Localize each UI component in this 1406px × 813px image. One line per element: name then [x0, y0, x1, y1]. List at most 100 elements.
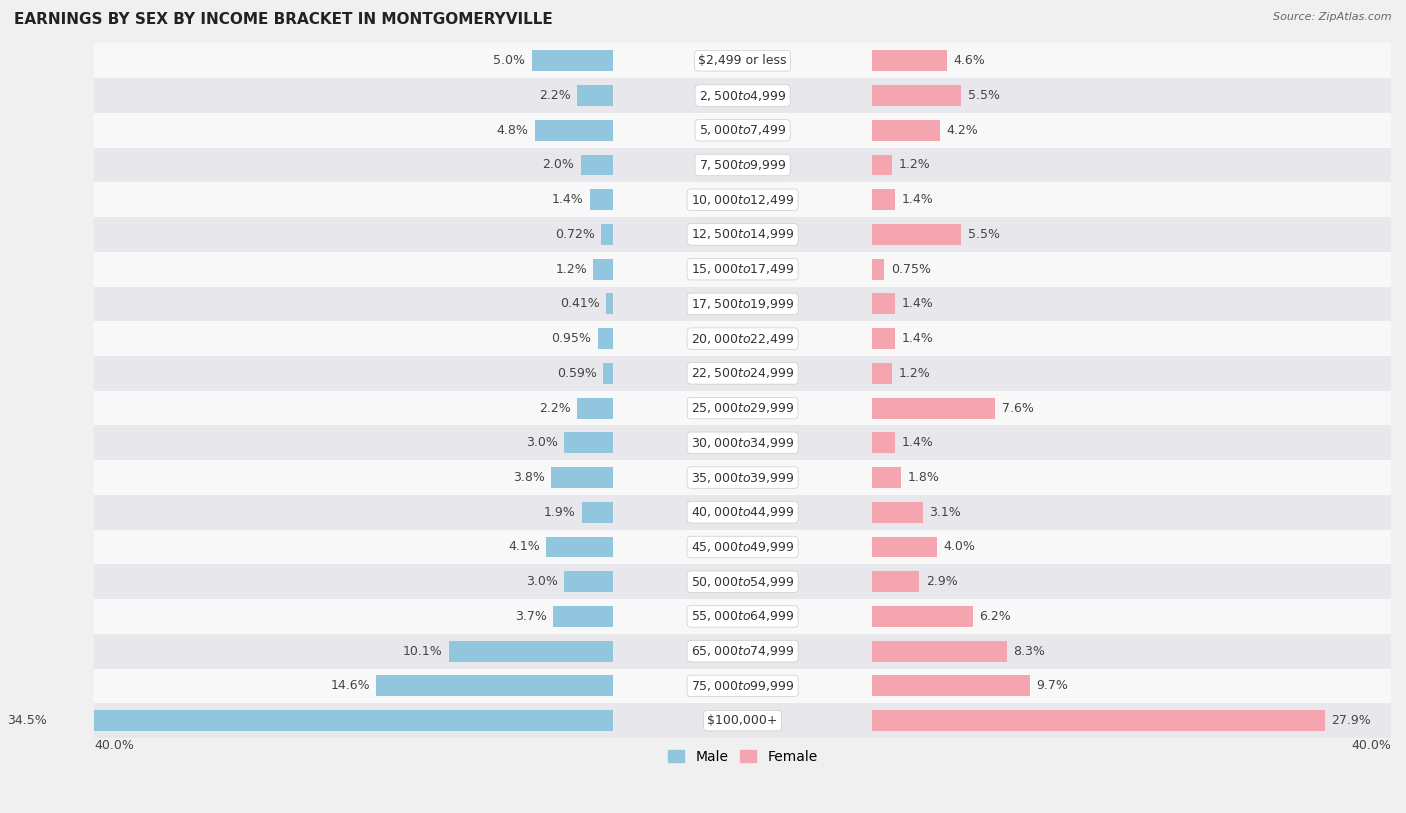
Text: 4.1%: 4.1% — [508, 541, 540, 554]
Text: 1.4%: 1.4% — [901, 333, 934, 346]
Bar — [872, 154, 891, 176]
Text: 3.0%: 3.0% — [526, 576, 558, 589]
Text: $50,000 to $54,999: $50,000 to $54,999 — [690, 575, 794, 589]
Text: 4.8%: 4.8% — [496, 124, 529, 137]
Text: 0.75%: 0.75% — [891, 263, 931, 276]
Bar — [578, 85, 613, 106]
Bar — [94, 391, 1391, 425]
Text: 2.0%: 2.0% — [543, 159, 574, 172]
Text: 6.2%: 6.2% — [980, 610, 1011, 623]
Text: 0.95%: 0.95% — [551, 333, 591, 346]
Text: 40.0%: 40.0% — [94, 739, 134, 752]
Legend: Male, Female: Male, Female — [662, 744, 823, 769]
Text: 5.5%: 5.5% — [967, 89, 1000, 102]
Text: 3.7%: 3.7% — [515, 610, 547, 623]
Text: 27.9%: 27.9% — [1331, 714, 1371, 727]
Text: $35,000 to $39,999: $35,000 to $39,999 — [690, 471, 794, 485]
Text: $2,500 to $4,999: $2,500 to $4,999 — [699, 89, 786, 102]
Bar — [872, 224, 962, 245]
Bar — [94, 217, 1391, 252]
Text: 5.5%: 5.5% — [967, 228, 1000, 241]
Bar — [872, 120, 941, 141]
Bar — [872, 502, 922, 523]
Bar — [553, 606, 613, 627]
Bar — [872, 293, 896, 315]
Bar — [603, 363, 613, 384]
Text: 1.2%: 1.2% — [898, 159, 929, 172]
Bar — [94, 148, 1391, 182]
Text: $100,000+: $100,000+ — [707, 714, 778, 727]
Text: $7,500 to $9,999: $7,500 to $9,999 — [699, 158, 786, 172]
Bar — [94, 668, 1391, 703]
Bar — [94, 78, 1391, 113]
Bar — [94, 564, 1391, 599]
Bar — [602, 224, 613, 245]
Bar — [591, 189, 613, 210]
Bar — [872, 641, 1007, 662]
Text: 1.4%: 1.4% — [553, 193, 583, 207]
Text: 40.0%: 40.0% — [1351, 739, 1391, 752]
Text: $10,000 to $12,499: $10,000 to $12,499 — [690, 193, 794, 207]
Bar — [94, 356, 1391, 391]
Text: 4.0%: 4.0% — [943, 541, 976, 554]
Text: EARNINGS BY SEX BY INCOME BRACKET IN MONTGOMERYVILLE: EARNINGS BY SEX BY INCOME BRACKET IN MON… — [14, 12, 553, 27]
Bar — [377, 676, 613, 696]
Text: 8.3%: 8.3% — [1014, 645, 1045, 658]
Text: 0.41%: 0.41% — [560, 298, 600, 311]
Bar — [872, 572, 920, 592]
Bar — [593, 259, 613, 280]
Text: $17,500 to $19,999: $17,500 to $19,999 — [690, 297, 794, 311]
Bar — [94, 425, 1391, 460]
Bar — [872, 711, 1324, 731]
Text: 5.0%: 5.0% — [494, 54, 526, 67]
Text: 1.4%: 1.4% — [901, 298, 934, 311]
Text: 7.6%: 7.6% — [1002, 402, 1033, 415]
Bar — [450, 641, 613, 662]
Bar — [578, 398, 613, 419]
Text: 14.6%: 14.6% — [330, 680, 370, 693]
Bar — [872, 467, 901, 488]
Text: 2.2%: 2.2% — [538, 89, 571, 102]
Text: 0.72%: 0.72% — [555, 228, 595, 241]
Bar — [564, 572, 613, 592]
Bar — [872, 537, 938, 558]
Text: $22,500 to $24,999: $22,500 to $24,999 — [690, 367, 794, 380]
Bar — [872, 363, 891, 384]
Text: 1.2%: 1.2% — [898, 367, 929, 380]
Bar — [94, 252, 1391, 286]
Bar — [531, 50, 613, 72]
Text: $55,000 to $64,999: $55,000 to $64,999 — [690, 610, 794, 624]
Bar — [94, 286, 1391, 321]
Text: 4.6%: 4.6% — [953, 54, 986, 67]
Text: $12,500 to $14,999: $12,500 to $14,999 — [690, 228, 794, 241]
Text: 1.4%: 1.4% — [901, 437, 934, 450]
Text: 3.0%: 3.0% — [526, 437, 558, 450]
Text: 1.2%: 1.2% — [555, 263, 588, 276]
Bar — [94, 113, 1391, 148]
Bar — [872, 85, 962, 106]
Bar — [564, 433, 613, 453]
Bar — [94, 460, 1391, 495]
Text: $65,000 to $74,999: $65,000 to $74,999 — [690, 644, 794, 659]
Bar — [606, 293, 613, 315]
Bar — [582, 502, 613, 523]
Text: $30,000 to $34,999: $30,000 to $34,999 — [690, 436, 794, 450]
Text: 9.7%: 9.7% — [1036, 680, 1069, 693]
Bar — [94, 43, 1391, 78]
Bar — [94, 634, 1391, 668]
Text: 1.4%: 1.4% — [901, 193, 934, 207]
Bar — [872, 50, 946, 72]
Bar — [581, 154, 613, 176]
Bar — [598, 328, 613, 349]
Text: $25,000 to $29,999: $25,000 to $29,999 — [690, 401, 794, 415]
Text: 4.2%: 4.2% — [946, 124, 979, 137]
Text: 1.8%: 1.8% — [908, 471, 939, 484]
Text: 34.5%: 34.5% — [7, 714, 48, 727]
Bar — [94, 703, 1391, 738]
Text: 2.2%: 2.2% — [538, 402, 571, 415]
Bar — [53, 711, 613, 731]
Bar — [872, 398, 995, 419]
Text: 3.1%: 3.1% — [929, 506, 960, 519]
Text: 10.1%: 10.1% — [404, 645, 443, 658]
Bar — [536, 120, 613, 141]
